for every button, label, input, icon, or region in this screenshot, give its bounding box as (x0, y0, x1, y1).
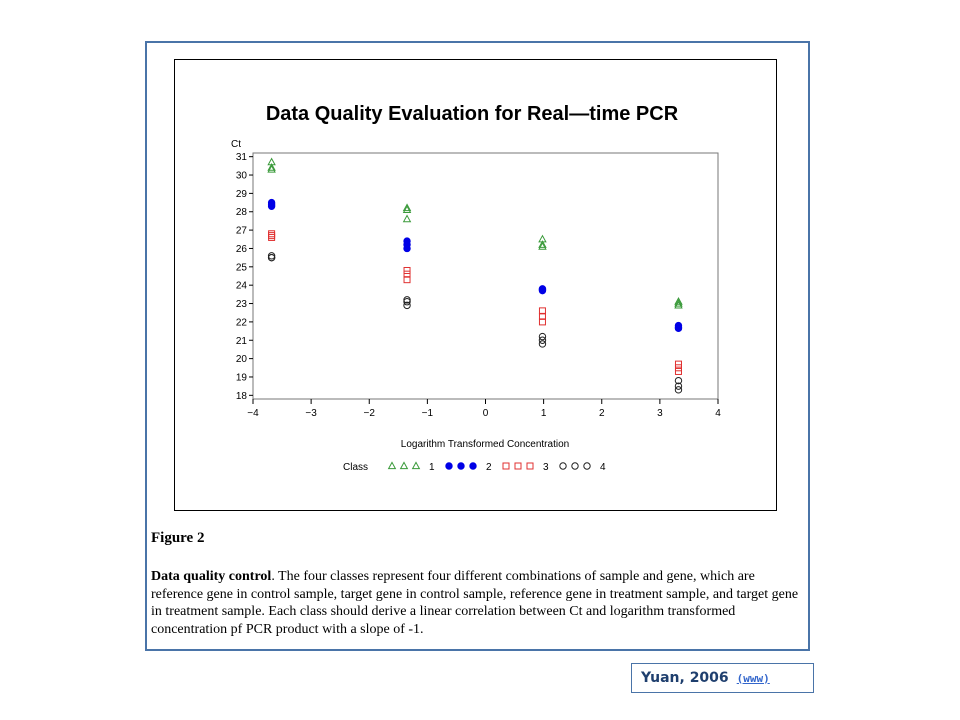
legend-label: 1 (429, 462, 435, 473)
caption-text: . The four classes represent four differ… (151, 569, 799, 637)
x-axis: −4 −3 −2 −1 0 1 2 3 4 (247, 399, 721, 419)
y-tick-label: 21 (236, 336, 248, 347)
data-point-class-1 (402, 205, 412, 214)
legend-marker-class-1 (387, 461, 397, 470)
legend-label: 4 (600, 462, 606, 473)
y-tick-label: 28 (236, 207, 248, 218)
legend-marker-class-2 (457, 462, 465, 470)
y-tick-label: 27 (236, 226, 248, 237)
data-point-class-2 (538, 286, 547, 295)
data-point-class-4 (538, 340, 547, 348)
legend: Class 1 2 3 4 (343, 461, 606, 473)
data-point-class-1 (674, 297, 683, 305)
citation-text: Yuan, 2006 (641, 670, 729, 686)
legend-marker-class-1 (411, 461, 421, 470)
data-point-class-4 (674, 376, 683, 385)
data-point-class-3 (268, 232, 276, 240)
figure-label: Figure 2 (151, 530, 205, 546)
y-tick-label: 24 (236, 281, 248, 292)
y-tick-label: 30 (236, 171, 248, 182)
chart-title: Data Quality Evaluation for Real—time PC… (266, 103, 679, 125)
y-tick-label: 25 (236, 262, 248, 273)
plot-area (252, 152, 719, 400)
data-point-class-3 (674, 360, 682, 368)
y-axis-label: Ct (231, 139, 241, 150)
data-point-class-4 (674, 386, 683, 394)
citation-link[interactable]: (www) (736, 671, 770, 685)
data-point-class-1 (674, 300, 683, 309)
y-tick-label: 18 (236, 391, 248, 402)
y-tick-label: 20 (236, 354, 248, 365)
x-tick-label: −4 (247, 408, 259, 419)
x-tick-label: 0 (483, 408, 489, 419)
data-point-class-2 (267, 202, 276, 210)
chart-panel: Data Quality Evaluation for Real—time PC… (174, 59, 777, 511)
legend-label: 3 (543, 462, 549, 473)
y-tick-label: 23 (236, 299, 248, 310)
data-point-class-4 (403, 301, 411, 310)
legend-label: 2 (486, 462, 492, 473)
y-tick-label: 29 (236, 189, 248, 200)
legend-marker-class-2 (469, 462, 477, 470)
data-point-class-1 (538, 241, 547, 250)
y-tick-label: 22 (236, 317, 248, 328)
data-point-class-3 (403, 276, 411, 284)
data-point-class-1 (538, 240, 547, 248)
y-tick-label: 26 (236, 244, 248, 255)
x-tick-label: −3 (305, 408, 317, 419)
data-point-class-4 (674, 382, 683, 390)
data-point-class-1 (402, 214, 412, 223)
x-tick-label: 1 (541, 408, 547, 419)
data-point-class-3 (268, 233, 276, 241)
citation-box: Yuan, 2006 (www) (631, 663, 814, 693)
data-points (267, 157, 683, 394)
legend-title: Class (343, 462, 368, 473)
legend-marker-class-4 (571, 462, 579, 470)
x-tick-label: 4 (715, 408, 721, 419)
legend-marker-class-1 (399, 461, 409, 470)
data-point-class-4 (267, 253, 276, 262)
figure-caption: Data quality control. The four classes r… (151, 568, 803, 638)
data-point-class-1 (267, 164, 276, 173)
x-tick-label: 2 (599, 408, 605, 419)
caption-title: Data quality control (151, 569, 272, 584)
y-tick-label: 19 (236, 372, 248, 383)
x-tick-label: −2 (364, 408, 376, 419)
data-point-class-2 (674, 324, 683, 333)
scatter-chart: Data Quality Evaluation for Real—time PC… (231, 103, 721, 473)
x-tick-label: −1 (422, 408, 434, 419)
legend-marker-class-3 (502, 462, 510, 470)
x-tick-label: 3 (657, 408, 663, 419)
data-point-class-3 (403, 266, 411, 274)
data-point-class-4 (538, 336, 547, 344)
legend-marker-class-4 (559, 462, 567, 470)
data-point-class-2 (403, 244, 411, 253)
data-point-class-1 (674, 298, 683, 307)
legend-marker-class-3 (526, 462, 534, 470)
legend-marker-class-2 (445, 462, 453, 470)
data-point-class-4 (403, 298, 411, 306)
data-point-class-4 (538, 332, 547, 341)
y-tick-label: 31 (236, 152, 248, 163)
data-point-class-3 (674, 367, 682, 375)
y-axis: 18 19 20 21 22 23 24 25 26 27 28 29 30 31 (236, 152, 253, 402)
data-point-class-3 (538, 318, 546, 326)
legend-marker-class-3 (514, 462, 522, 470)
data-point-class-3 (674, 364, 682, 372)
legend-marker-class-4 (583, 462, 591, 470)
data-point-class-1 (402, 203, 412, 212)
data-point-class-1 (267, 163, 276, 171)
data-point-class-3 (268, 230, 276, 238)
x-axis-label: Logarithm Transformed Concentration (401, 439, 569, 450)
